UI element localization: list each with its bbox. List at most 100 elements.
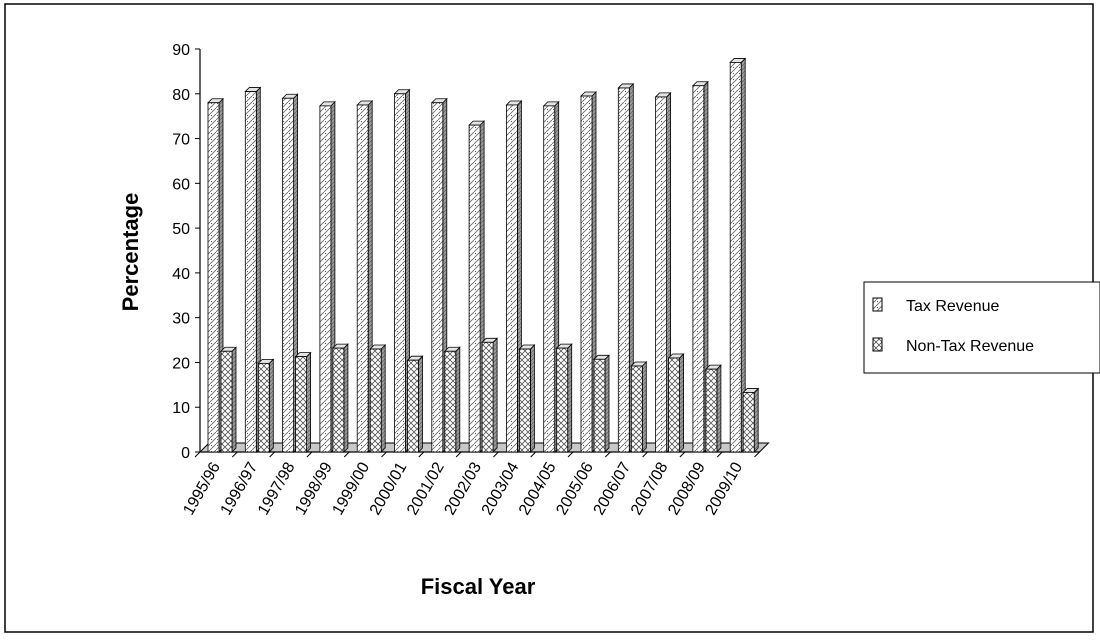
legend-swatch-tax-revenue xyxy=(872,297,883,312)
bar-side xyxy=(306,351,312,453)
bar-side xyxy=(418,355,423,453)
bar-non-tax-revenue xyxy=(257,358,275,453)
bar-side xyxy=(455,346,461,453)
y-tick-label: 40 xyxy=(172,266,190,283)
bar-tax-revenue xyxy=(468,120,486,453)
x-tick-mark xyxy=(530,451,537,458)
bar-non-tax-revenue xyxy=(331,343,349,453)
bar-front xyxy=(630,365,643,453)
bar-front xyxy=(580,95,593,453)
x-tick-mark xyxy=(567,451,574,458)
bar-side xyxy=(753,387,759,453)
y-tick-label: 50 xyxy=(172,221,190,238)
bar-non-tax-revenue xyxy=(518,344,536,453)
y-tick-label: 20 xyxy=(172,355,190,372)
bar-front xyxy=(207,102,220,453)
x-tick-mark xyxy=(455,451,462,458)
bar-front xyxy=(543,105,556,453)
bar-front xyxy=(519,348,531,453)
bar-side xyxy=(641,361,647,453)
bar-side xyxy=(343,343,349,453)
bar-tax-revenue xyxy=(281,93,299,453)
bar-non-tax-revenue xyxy=(443,346,461,453)
bar-front xyxy=(729,62,742,453)
y-ticks: 0 10 20 30 40 50 60 70 80 90 xyxy=(172,42,200,462)
bar-side xyxy=(716,364,722,453)
y-tick-label: 0 xyxy=(181,445,190,462)
bar-front xyxy=(282,97,295,453)
x-tick-mark xyxy=(679,451,686,458)
x-ticks: 1995/961996/971997/981998/991999/002000/… xyxy=(180,451,760,518)
bar-non-tax-revenue xyxy=(406,355,424,453)
x-tick-mark xyxy=(493,451,499,458)
bar-side xyxy=(604,354,610,453)
bar-side xyxy=(231,346,237,453)
y-tick-label: 80 xyxy=(172,87,190,104)
bar-front xyxy=(705,368,718,453)
x-tick-mark xyxy=(716,451,723,458)
bar-front xyxy=(468,124,481,453)
y-axis-title: Percentage xyxy=(118,193,143,312)
bar-front xyxy=(407,359,419,453)
y-tick-label: 30 xyxy=(172,311,190,328)
bar-side xyxy=(530,344,535,453)
bar-non-tax-revenue xyxy=(294,351,312,453)
bar-side xyxy=(567,343,573,453)
x-tick-mark xyxy=(754,451,760,458)
x-tick-mark xyxy=(231,451,238,458)
x-tick-mark xyxy=(343,451,350,458)
bar-side xyxy=(380,344,386,453)
y-tick-label: 60 xyxy=(172,176,190,193)
bar-front xyxy=(742,392,755,453)
bar-non-tax-revenue xyxy=(220,346,237,453)
x-tick-mark xyxy=(642,451,648,458)
x-tick-mark xyxy=(194,451,201,458)
bars xyxy=(207,57,760,453)
x-tick-label: 2009/10 xyxy=(703,459,747,518)
bar-front xyxy=(431,102,444,453)
bar-front xyxy=(394,93,406,453)
bar-non-tax-revenue xyxy=(369,344,387,453)
x-tick-mark xyxy=(418,451,425,458)
legend-label-tax-revenue: Tax Revenue xyxy=(906,298,999,315)
bar-front xyxy=(655,96,667,453)
bar-non-tax-revenue xyxy=(742,387,760,453)
x-tick-mark xyxy=(269,451,275,458)
bar-front xyxy=(668,357,680,453)
legend: Tax Revenue Non-Tax Revenue xyxy=(863,281,1100,374)
y-tick-label: 70 xyxy=(172,132,190,149)
bar-front xyxy=(295,356,308,453)
bar-non-tax-revenue xyxy=(593,354,610,453)
bar-non-tax-revenue xyxy=(481,337,499,453)
bar-front xyxy=(369,348,382,453)
x-tick-mark xyxy=(604,451,611,458)
bar-side xyxy=(679,353,684,453)
bar-front xyxy=(505,104,518,453)
bar-front xyxy=(257,362,270,453)
bar-front xyxy=(617,87,630,453)
y-tick-label: 90 xyxy=(172,42,190,59)
bar-front xyxy=(692,85,705,453)
bar-front xyxy=(244,91,257,453)
bar-front xyxy=(332,347,345,453)
bar-front xyxy=(319,105,332,453)
bar-non-tax-revenue xyxy=(630,361,648,453)
bar-front xyxy=(556,347,569,453)
legend-border xyxy=(863,281,1100,374)
bar-front xyxy=(481,341,494,453)
x-tick-mark xyxy=(306,451,313,458)
bar-side xyxy=(492,337,498,453)
bar-front xyxy=(356,104,369,453)
bar-front xyxy=(444,350,457,453)
bar-non-tax-revenue xyxy=(555,343,573,453)
bar-front xyxy=(220,350,233,453)
x-tick-mark xyxy=(381,451,387,458)
bar-side xyxy=(268,358,274,453)
bar-front xyxy=(593,358,606,453)
legend-swatch-non-tax-revenue xyxy=(872,337,883,352)
legend-label-non-tax-revenue: Non-Tax Revenue xyxy=(906,338,1034,355)
x-axis-title: Fiscal Year xyxy=(421,574,536,599)
y-tick-label: 10 xyxy=(172,400,190,417)
